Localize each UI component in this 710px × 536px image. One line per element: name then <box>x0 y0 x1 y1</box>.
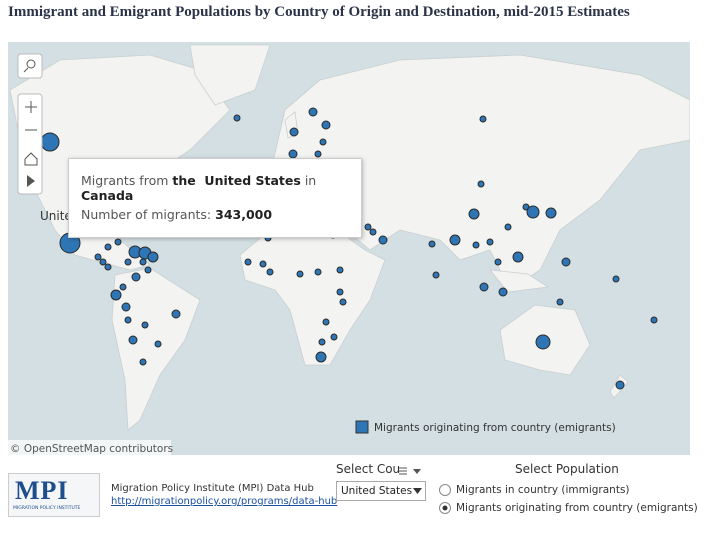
country-dropdown[interactable]: United States <box>336 481 426 501</box>
bubble[interactable] <box>322 318 330 326</box>
bubble[interactable] <box>561 257 571 267</box>
bubble[interactable] <box>141 321 149 329</box>
bubble[interactable] <box>319 138 327 146</box>
bubble[interactable] <box>40 132 60 152</box>
bubble[interactable] <box>612 275 620 283</box>
count: 343,000 <box>215 207 273 222</box>
zoom-controls[interactable] <box>17 53 43 195</box>
bubble[interactable] <box>318 338 326 346</box>
logo[interactable]: MPI MIGRATION POLICY INSTITUTE <box>8 473 100 517</box>
radio-buttons[interactable] <box>438 482 452 516</box>
bubble[interactable] <box>124 316 132 324</box>
radio-option[interactable]: Migrants in country (immigrants) <box>456 484 630 496</box>
bubble[interactable] <box>315 351 327 363</box>
bubble[interactable] <box>498 287 508 297</box>
source: Migration Policy Institute (MPI) Data Hu… <box>111 483 314 494</box>
bubble[interactable] <box>545 207 557 219</box>
attribution-bg <box>8 440 171 455</box>
destination: Canada <box>81 188 134 203</box>
text: Number of migrants: <box>81 207 212 222</box>
bubble[interactable] <box>266 268 274 276</box>
legend-label: Migrants originating from country (emigr… <box>374 422 616 434</box>
bubble[interactable] <box>339 298 347 306</box>
bubble[interactable] <box>504 223 512 231</box>
source-link[interactable]: http://migrationpolicy.org/programs/data… <box>111 496 338 507</box>
bubble[interactable] <box>154 340 162 348</box>
bubble[interactable] <box>119 283 127 291</box>
tooltip: Migrants from the United States in Canad… <box>68 158 362 238</box>
bubble[interactable] <box>259 260 267 268</box>
bubble[interactable] <box>468 208 480 220</box>
bubble[interactable] <box>121 302 131 312</box>
bubble[interactable] <box>428 240 436 248</box>
dropdown-value: United States <box>341 485 413 497</box>
bubble[interactable] <box>288 149 298 159</box>
bubble[interactable] <box>369 228 377 236</box>
bubble[interactable] <box>364 223 372 231</box>
bubble[interactable] <box>104 243 112 251</box>
bubble[interactable] <box>233 114 241 122</box>
bubble[interactable] <box>314 268 322 276</box>
bubble[interactable] <box>321 120 331 130</box>
bubble[interactable] <box>449 234 461 246</box>
bubble[interactable] <box>336 288 344 296</box>
bubble[interactable] <box>378 235 388 245</box>
origin: the United States <box>172 173 301 188</box>
bubble[interactable] <box>336 266 344 274</box>
bubble[interactable] <box>124 258 132 266</box>
bubble[interactable] <box>171 309 181 319</box>
bubble[interactable] <box>99 258 107 266</box>
dropdown-arrow <box>413 488 422 494</box>
logo-subtext: MIGRATION POLICY INSTITUTE <box>13 506 81 511</box>
bubble[interactable] <box>147 251 159 263</box>
place-label: Unite <box>40 209 72 223</box>
bubble[interactable] <box>244 258 252 266</box>
country-select-label: Select Cou <box>336 462 401 476</box>
radio-option[interactable]: Migrants originating from country (emigr… <box>456 502 698 514</box>
tooltip-line: Number of migrants: 343,000 <box>81 207 272 222</box>
population-select-label: Select Population <box>515 462 619 476</box>
bubble[interactable] <box>479 115 487 123</box>
bubble[interactable] <box>556 298 564 306</box>
attribution: © OpenStreetMap contributors <box>10 443 173 455</box>
bubble[interactable] <box>289 127 299 137</box>
bubble[interactable] <box>144 266 152 274</box>
bubble[interactable] <box>314 150 322 158</box>
bubble[interactable] <box>486 238 494 246</box>
bubble[interactable] <box>472 241 480 249</box>
bubble[interactable] <box>308 107 318 117</box>
bubble[interactable] <box>114 238 122 246</box>
bubble[interactable] <box>535 334 551 350</box>
bubble[interactable] <box>650 316 658 324</box>
bubble[interactable] <box>110 289 122 301</box>
bubble[interactable] <box>131 272 141 282</box>
bubble[interactable] <box>432 271 440 279</box>
bubble[interactable] <box>526 205 540 219</box>
bubble[interactable] <box>104 263 112 271</box>
bubble[interactable] <box>139 258 147 266</box>
logo-text: MPI <box>15 476 69 505</box>
bubble[interactable] <box>94 253 102 261</box>
legend-swatch <box>355 420 369 434</box>
text: in <box>304 173 317 188</box>
bubble[interactable] <box>512 251 524 263</box>
bubble[interactable] <box>296 270 304 278</box>
bubble[interactable] <box>494 258 502 266</box>
bubble[interactable] <box>128 335 138 345</box>
bubble[interactable] <box>615 380 625 390</box>
menu-icon[interactable] <box>397 464 425 478</box>
title: Immigrant and Emigrant Populations by Co… <box>8 4 630 20</box>
text: Migrants from <box>81 173 169 188</box>
bubble[interactable] <box>330 333 338 341</box>
bubble[interactable] <box>477 180 485 188</box>
bubble[interactable] <box>139 358 147 366</box>
tooltip-line: Migrants from the United States in Canad… <box>81 173 361 203</box>
bubble[interactable] <box>479 282 489 292</box>
map[interactable]: Unite Migrants originating from country … <box>8 42 690 455</box>
